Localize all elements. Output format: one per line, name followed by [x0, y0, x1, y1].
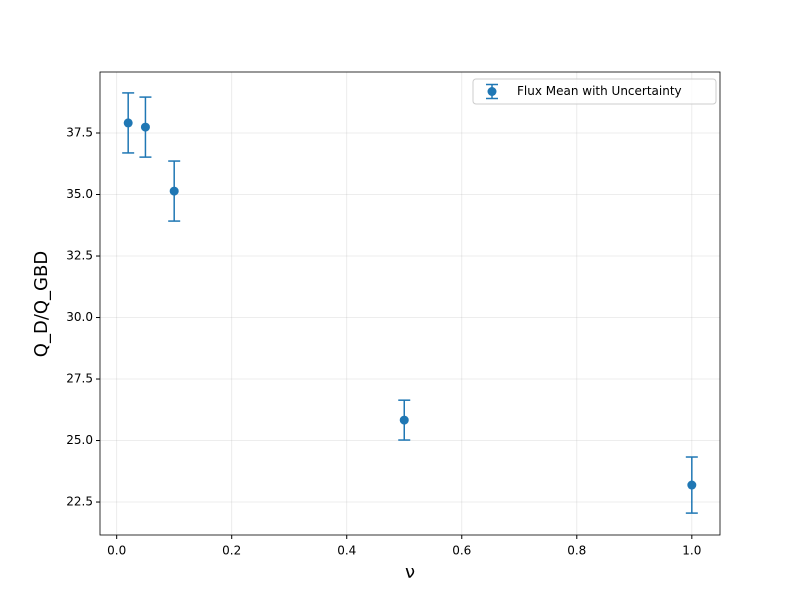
data-point [123, 118, 133, 128]
x-tick-label: 0.6 [452, 544, 471, 558]
y-tick-label: 22.5 [66, 495, 93, 509]
y-tick-label: 35.0 [66, 187, 93, 201]
x-tick-label: 0.8 [567, 544, 586, 558]
legend-box [472, 78, 717, 105]
x-tick-label: 1.0 [682, 544, 701, 558]
data-point [687, 480, 697, 490]
x-tick-label: 0.2 [222, 544, 241, 558]
y-tick-label: 30.0 [66, 310, 93, 324]
data-point [140, 122, 150, 132]
legend-label: Flux Mean with Uncertainty [517, 84, 682, 98]
y-tick-label: 25.0 [66, 433, 93, 447]
x-tick-label: 0.0 [107, 544, 126, 558]
x-tick-label: 0.4 [337, 544, 356, 558]
data-point [399, 415, 409, 425]
y-tick-label: 27.5 [66, 372, 93, 386]
y-tick-label: 37.5 [66, 126, 93, 140]
data-point [169, 186, 179, 196]
x-axis-label: ν [405, 562, 415, 583]
legend-marker [487, 87, 497, 96]
plot-frame [99, 71, 721, 536]
y-tick-label: 32.5 [66, 249, 93, 263]
y-axis-label: Q_D/Q_GBD [31, 251, 52, 357]
